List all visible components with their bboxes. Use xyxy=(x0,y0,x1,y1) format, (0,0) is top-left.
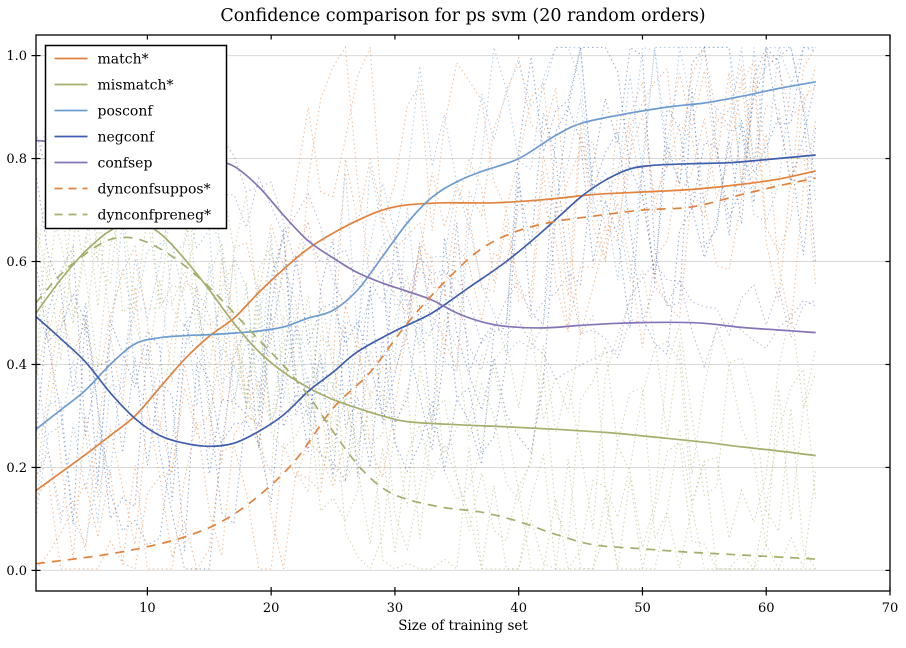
legend-item-dynconfsuppos: dynconfsuppos* xyxy=(54,182,211,198)
x-tick-label: 10 xyxy=(139,601,156,616)
legend-item-match: match* xyxy=(54,52,149,68)
legend-item-dynconfpreneg: dynconfpreneg* xyxy=(54,208,212,224)
x-tick-label: 50 xyxy=(634,601,651,616)
run-line-dynconfsuppos xyxy=(35,52,817,570)
run-line-posconf xyxy=(35,46,817,546)
series-line-posconf xyxy=(35,80,816,430)
chart-title: Confidence comparison for ps svm (20 ran… xyxy=(220,6,705,26)
axes: 10 20 30 40 50 60 70 0.0 0.2 0.4 0.6 0.8 1.0 xyxy=(6,34,899,616)
run-line-dynconfpreneg xyxy=(35,171,817,571)
x-tick-label: 20 xyxy=(263,601,280,616)
legend-label: confsep xyxy=(98,156,153,172)
run-line-posconf xyxy=(35,46,816,523)
run-line-confsep xyxy=(35,113,816,380)
run-line-dynconfpreneg xyxy=(35,152,817,570)
legend-item-confsep: confsep xyxy=(54,156,153,172)
legend-box xyxy=(44,44,228,230)
legend-item-mismatch: mismatch* xyxy=(54,78,174,94)
run-line-mismatch xyxy=(35,109,817,539)
plot-border xyxy=(35,34,891,592)
legend-label: match* xyxy=(98,52,149,68)
legend-item-negconf: negconf xyxy=(54,130,157,146)
x-tick-label: 60 xyxy=(758,601,775,616)
y-tick-label: 0.6 xyxy=(6,255,27,270)
run-line-posconf xyxy=(35,46,817,524)
legend-item-posconf: posconf xyxy=(54,104,155,120)
series-line-dynconfsuppos xyxy=(35,177,816,565)
x-tick-label: 40 xyxy=(510,601,527,616)
series-line-negconf xyxy=(35,154,816,448)
run-line-mismatch xyxy=(35,131,817,552)
y-tick-label: 1.0 xyxy=(6,49,27,64)
background-run-lines xyxy=(35,45,817,571)
run-line-match xyxy=(35,47,817,558)
x-axis-label: Size of training set xyxy=(398,618,528,634)
y-tick-label: 0.8 xyxy=(6,152,27,167)
legend-label: dynconfsuppos* xyxy=(98,182,211,198)
legend-label: negconf xyxy=(98,130,157,146)
run-line-negconf xyxy=(35,81,817,546)
y-tick-label: 0.0 xyxy=(6,564,27,579)
y-tick-label: 0.2 xyxy=(6,461,27,476)
x-tick-label: 30 xyxy=(387,601,404,616)
series-line-match xyxy=(35,170,816,492)
y-tick-label: 0.4 xyxy=(6,358,27,373)
legend-label: dynconfpreneg* xyxy=(98,208,212,224)
series-line-dynconfpreneg xyxy=(35,236,816,560)
run-line-confsep xyxy=(35,96,816,369)
legend-label: posconf xyxy=(98,104,155,120)
run-line-dynconfpreneg xyxy=(35,172,816,570)
legend-label: mismatch* xyxy=(98,78,174,94)
x-tick-label: 70 xyxy=(882,601,899,616)
legend: match* mismatch* posconf negconf confsep dync… xyxy=(44,44,228,230)
run-line-match xyxy=(35,47,817,483)
